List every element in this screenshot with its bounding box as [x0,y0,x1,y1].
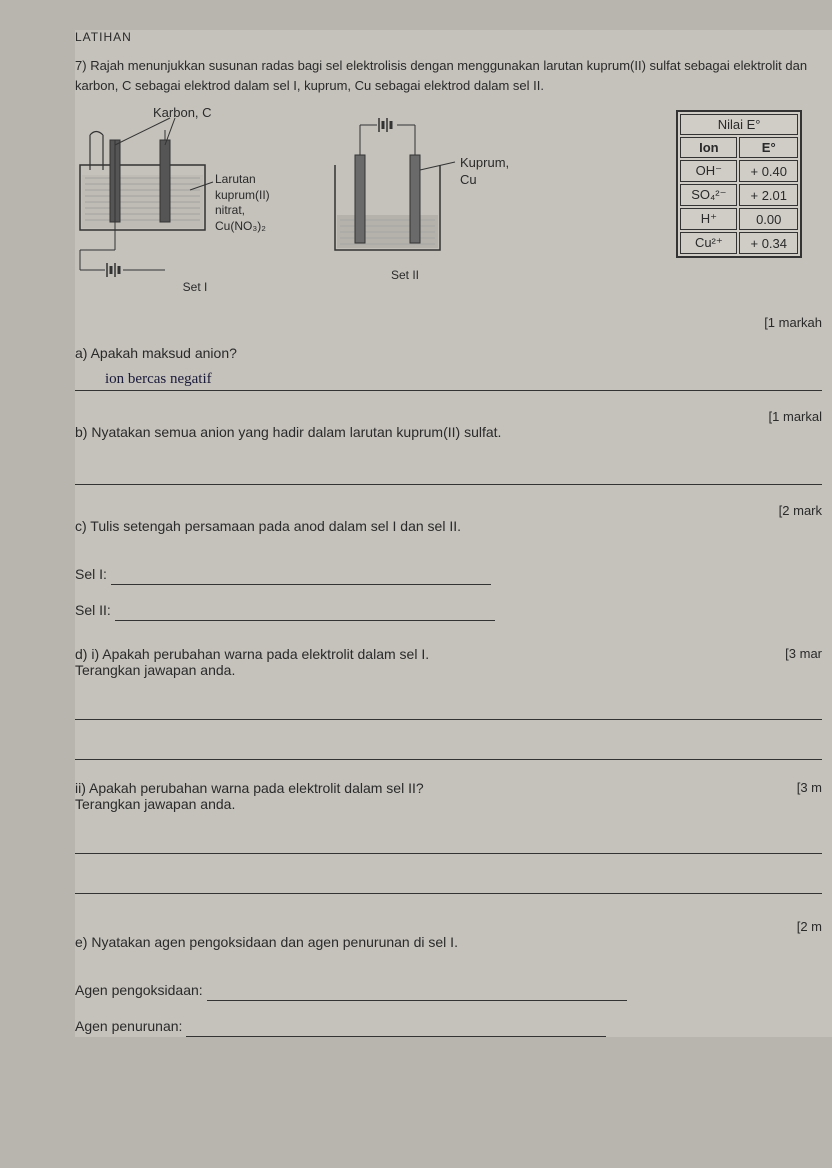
sel2-row: Sel II: [75,600,822,621]
reduction-label: Agen penurunan: [75,1018,182,1034]
carbon-label: Karbon, C [153,105,212,120]
kuprum-label: Kuprum, Cu [460,155,509,189]
oxidation-row: Agen pengoksidaan: [75,980,822,1001]
marks-d1: [3 mar [785,646,822,661]
part-d1-sublabel: Terangkan jawapan anda. [75,662,429,678]
table-row: H⁺0.00 [680,208,798,230]
part-d2-label: ii) Apakah perubahan warna pada elektrol… [75,780,424,796]
part-a: a) Apakah maksud anion? ion bercas negat… [75,345,822,391]
answer-line-d1-1[interactable] [75,698,822,720]
reduction-row: Agen penurunan: [75,1016,822,1037]
reduction-input[interactable] [186,1016,606,1037]
oxidation-label: Agen pengoksidaan: [75,982,203,998]
set2-svg [315,110,495,268]
answer-line-d2-2[interactable] [75,872,822,894]
part-b-label: b) Nyatakan semua anion yang hadir dalam… [75,424,769,440]
sel1-input[interactable] [111,564,491,585]
diagrams-row: Karbon, C [75,110,822,295]
answer-line-d1-2[interactable] [75,738,822,760]
part-a-label: a) Apakah maksud anion? [75,345,822,361]
handwritten-answer: ion bercas negatif [105,371,212,388]
marks-e: [2 m [797,919,822,934]
marks-b: [1 markal [769,409,822,424]
set1-label: Set I [95,280,295,294]
question-number: 7) [75,58,87,73]
table-row: SO₄²⁻+ 2.01 [680,184,798,206]
marks-c: [2 mark [779,503,822,518]
sel1-label: Sel I: [75,566,107,582]
answer-line-b[interactable] [75,463,822,485]
section-header: LATIHAN [75,30,822,44]
part-c-label: c) Tulis setengah persamaan pada anod da… [75,518,779,534]
answer-line-a[interactable]: ion bercas negatif [75,369,822,391]
eo-table: Nilai E° Ion E° OH⁻+ 0.40 SO₄²⁻+ 2.01 H⁺… [676,110,802,258]
oxidation-input[interactable] [207,980,627,1001]
diagram-set1: Karbon, C [75,110,295,295]
solution-label: Larutan kuprum(II) nitrat, Cu(NO₃)₂ [215,172,295,234]
worksheet-page: LATIHAN 7) Rajah menunjukkan susunan rad… [75,30,832,1037]
sel2-label: Sel II: [75,602,111,618]
table-row: OH⁻+ 0.40 [680,160,798,182]
sel2-input[interactable] [115,600,495,621]
part-d1-label: d) i) Apakah perubahan warna pada elektr… [75,646,429,662]
answer-line-d2-1[interactable] [75,832,822,854]
eo-title: Nilai E° [680,114,798,135]
question-text: 7) Rajah menunjukkan susunan radas bagi … [75,56,822,95]
table-row: Cu²⁺+ 0.34 [680,232,798,254]
part-d1: d) i) Apakah perubahan warna pada elektr… [75,646,429,678]
diagram-set2: Kuprum, Cu Set II [315,110,495,295]
set2-label: Set II [315,268,495,282]
marks-d2: [3 m [797,780,822,795]
part-e-label: e) Nyatakan agen pengoksidaan dan agen p… [75,934,797,950]
question-body: Rajah menunjukkan susunan radas bagi sel… [75,58,807,93]
eo-header-ion: Ion [680,137,737,158]
eo-header-value: E° [739,137,798,158]
part-d2: ii) Apakah perubahan warna pada elektrol… [75,780,424,812]
sel1-row: Sel I: [75,564,822,585]
marks-a: [1 markah [75,315,822,330]
part-d2-sublabel: Terangkan jawapan anda. [75,796,424,812]
